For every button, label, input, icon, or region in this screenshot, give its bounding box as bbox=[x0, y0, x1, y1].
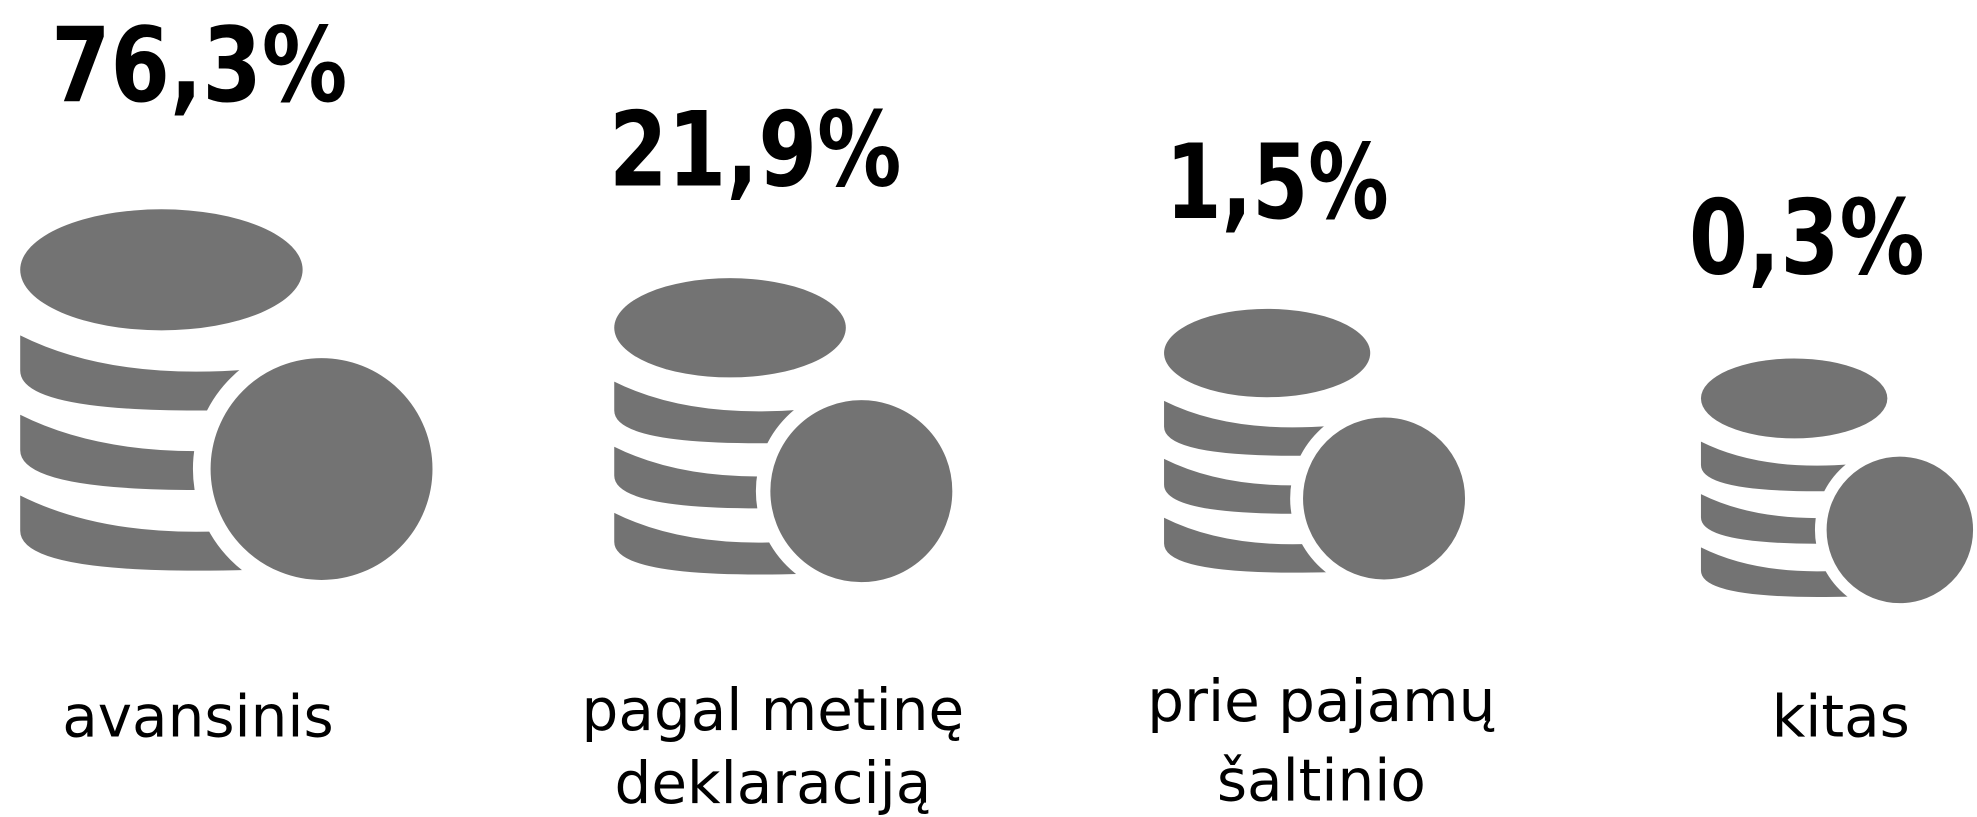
item-label: pagal metinę bbox=[582, 676, 965, 744]
coin-icon bbox=[1701, 358, 1977, 608]
item-label: šaltinio bbox=[1217, 747, 1426, 815]
item-label: prie pajamų bbox=[1147, 667, 1495, 735]
item-label: avansinis bbox=[62, 682, 334, 750]
item-value: 21,9% bbox=[609, 90, 902, 210]
item-label: deklaraciją bbox=[615, 749, 932, 817]
item-label: kitas bbox=[1772, 682, 1910, 750]
item-value: 0,3% bbox=[1689, 179, 1925, 299]
item-value: 76,3% bbox=[51, 6, 347, 126]
coin-icon bbox=[1164, 309, 1471, 586]
item-value: 1,5% bbox=[1166, 123, 1389, 243]
coin-icon bbox=[614, 278, 959, 589]
coin-icon bbox=[20, 209, 441, 589]
